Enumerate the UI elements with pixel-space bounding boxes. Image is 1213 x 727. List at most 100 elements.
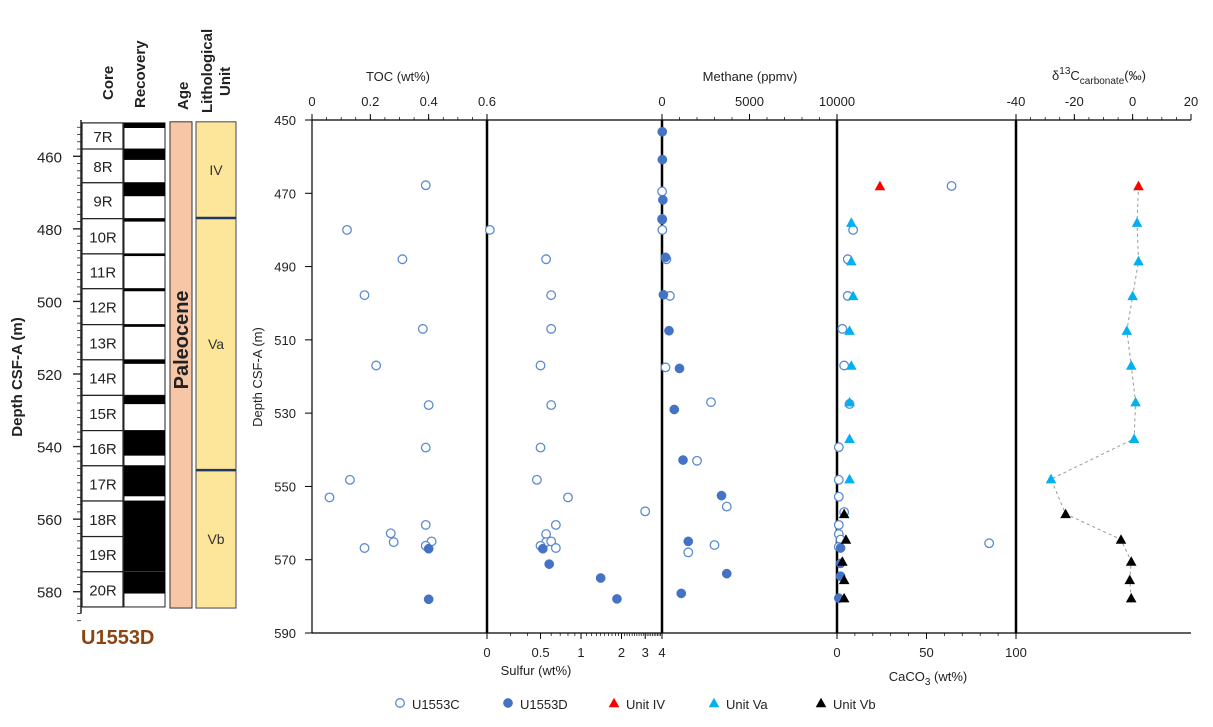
header-recovery: Recovery xyxy=(132,40,149,108)
caco3-unit-va-point xyxy=(846,360,857,370)
core-label: 13R xyxy=(89,335,117,352)
legend-marker xyxy=(708,697,720,708)
legend: U1553C U1553D Unit IV Unit Va Unit Vb xyxy=(395,697,876,712)
recovered-section xyxy=(124,501,165,572)
core-label: 17R xyxy=(89,476,117,493)
depth-axis-tick-label: 530 xyxy=(274,406,296,421)
sulfur-u1553d-point xyxy=(612,594,622,604)
methane-u1553c-point xyxy=(721,501,732,512)
top-axis-tick-label: -20 xyxy=(1065,94,1084,109)
core-label: 9R xyxy=(93,194,112,211)
legend-marker xyxy=(815,697,827,708)
age-bar xyxy=(169,121,193,609)
d13c-axis-title: δ13Ccarbonate(‰) xyxy=(1052,66,1146,87)
sulfur-u1553c-point xyxy=(531,474,542,485)
core-label: 12R xyxy=(89,300,117,317)
d13c-superscript: 13 xyxy=(1059,66,1071,77)
recovered-section xyxy=(124,359,165,364)
methane-u1553d-point xyxy=(657,126,668,137)
caco3-unit: (wt%) xyxy=(930,669,967,684)
core-label: 18R xyxy=(89,512,117,529)
header-lithology-2: Unit xyxy=(217,67,234,96)
top-axis-tick-label: 0 xyxy=(658,94,665,109)
caco3-subscript: 3 xyxy=(925,677,931,688)
recovery-interval xyxy=(123,324,166,361)
d13c-unit-vb-point xyxy=(1125,592,1137,603)
bottom-axis-tick-label: 0 xyxy=(833,645,840,660)
toc-u1553c-point xyxy=(371,360,382,371)
core-label: 16R xyxy=(89,441,117,458)
lithological-unit-label: Va xyxy=(208,336,224,352)
lithological-unit-box xyxy=(195,121,237,219)
methane-u1553c-point xyxy=(657,224,668,235)
caco3-unit-va-point xyxy=(846,217,857,227)
top-axis-tick-label: 20 xyxy=(1184,94,1198,109)
lithological-unit-box xyxy=(195,217,237,471)
depth-axis-ticks: 450 470 490 510 530 550 570 590 xyxy=(274,113,313,641)
methane-u1553d-point xyxy=(658,289,669,300)
methane-u1553d-point xyxy=(676,588,687,599)
sulfur-u1553c-point xyxy=(535,442,546,453)
recovered-section xyxy=(124,253,165,257)
core-box xyxy=(81,535,124,573)
caco3-u1553c-point xyxy=(848,224,859,235)
caco3-unit-va-point xyxy=(844,325,855,335)
d13c-subscript: carbonate xyxy=(1080,76,1125,87)
d13c-unit-va-point xyxy=(1130,396,1141,407)
toc-u1553d-point xyxy=(423,594,434,605)
legend-marker xyxy=(503,698,513,708)
toc-u1553c-point xyxy=(388,537,399,548)
core-label: 14R xyxy=(89,371,117,388)
methane-u1553d-point xyxy=(716,490,727,501)
core-box xyxy=(81,253,124,290)
top-axis-tick-label: 0.4 xyxy=(420,94,438,109)
core-log-depth-tick: 540 xyxy=(37,440,62,457)
core-column: 7R 8R 9R 10R 11R 12R 13R 14R 15R 16R 17R 18R 19R 20R xyxy=(81,122,124,608)
age-label: Paleocene xyxy=(171,290,193,389)
core-box xyxy=(81,182,124,220)
caco3-unit-vb-point xyxy=(838,592,850,603)
d13c-unit-va-point xyxy=(1133,255,1144,266)
core-label: 8R xyxy=(93,159,112,176)
sulfur-u1553c-point xyxy=(546,290,557,301)
lithological-unit-label: Vb xyxy=(207,531,224,547)
top-axis-tick-label: -40 xyxy=(1007,94,1026,109)
panel-frames xyxy=(311,114,1192,639)
toc-u1553c-point xyxy=(417,323,428,334)
sulfur-u1553c-point xyxy=(535,360,546,371)
bottom-axis-tick-label: 1 xyxy=(577,645,584,660)
recovery-interval xyxy=(123,288,166,326)
depth-axis-tick-label: 510 xyxy=(274,333,296,348)
core-box xyxy=(81,430,124,467)
methane-u1553c-point xyxy=(709,540,720,551)
methane-u1553d-point xyxy=(683,536,694,547)
legend-label: U1553D xyxy=(520,697,568,712)
sulfur-u1553c-point xyxy=(550,519,561,530)
toc-u1553c-point xyxy=(420,180,431,191)
caco3-unit-vb-point xyxy=(840,534,852,544)
methane-u1553d-point xyxy=(721,568,732,579)
toc-u1553c-point xyxy=(397,254,408,265)
bottom-axis-tick-label: 100 xyxy=(1005,645,1027,660)
methane-u1553d-point xyxy=(669,404,680,415)
core-box xyxy=(81,148,124,184)
sulfur-u1553c-point xyxy=(640,506,651,517)
toc-axis-title: TOC (wt%) xyxy=(366,69,430,84)
top-axis-tick-label: 0.2 xyxy=(361,94,379,109)
site-label: U1553D xyxy=(81,627,154,649)
bottom-axis-tick-label: 4 xyxy=(658,645,665,660)
d13c-unit-va-point xyxy=(1127,290,1138,301)
top-axis-titles: TOC (wt%) Methane (ppmv) δ13Ccarbonate(‰) xyxy=(366,66,1146,87)
d13c-unit-va-point xyxy=(1125,360,1137,370)
d13c-unit-va-point xyxy=(1045,473,1057,484)
core-box xyxy=(81,571,124,608)
bottom-axis-tick-label: 0.5 xyxy=(531,645,549,660)
caco3-u1553c-point xyxy=(833,442,844,453)
core-log-depth-tick: 500 xyxy=(37,294,62,311)
lithological-unit-box xyxy=(195,469,237,609)
toc-u1553d-point xyxy=(423,543,434,554)
methane-u1553c-point xyxy=(706,397,716,408)
top-axis-tick-labels: 0 0.2 0.4 0.6 0 5000 10000 -40 -20 0 20 xyxy=(308,94,1198,109)
caco3-unit-vb-point xyxy=(837,556,848,566)
core-box xyxy=(81,218,124,255)
